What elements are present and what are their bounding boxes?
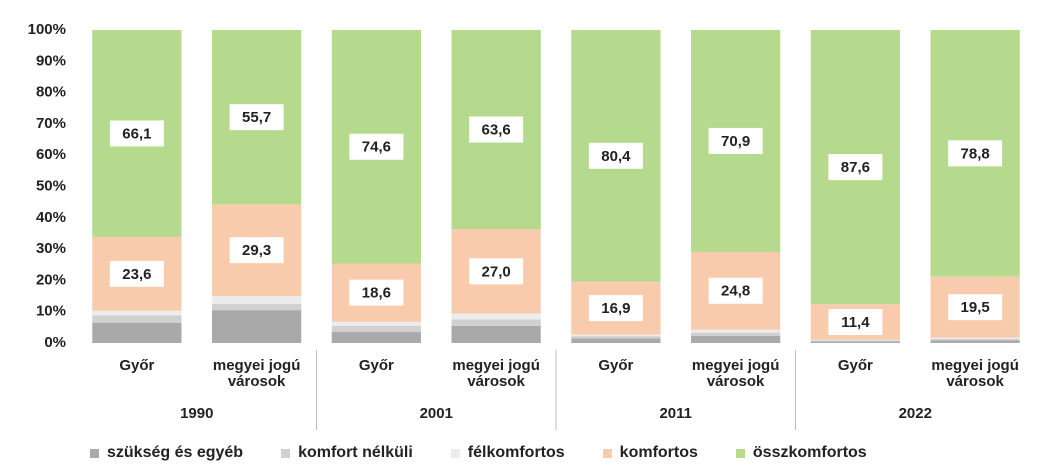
data-label: 78,8	[961, 145, 990, 162]
group-label: 1990	[180, 405, 214, 422]
data-label: 66,1	[122, 125, 151, 142]
legend-item: komfortos	[602, 444, 698, 462]
bar-segment	[930, 337, 1020, 339]
x-tick-label: Győr	[119, 357, 155, 374]
legend-swatch	[735, 448, 745, 458]
legend-item: összkomfortos	[735, 444, 867, 462]
data-label: 27,0	[482, 263, 511, 280]
bar-segment	[810, 341, 900, 343]
label-box	[349, 133, 404, 160]
label-box	[109, 120, 164, 147]
x-tick-label: Győr	[837, 357, 873, 374]
y-tick-label: 40%	[36, 209, 66, 226]
legend-swatch	[281, 448, 291, 458]
x-tick-label: megyei jogú városok	[691, 357, 780, 390]
legend-label: félkomfortos	[467, 444, 565, 461]
bar-segment	[571, 336, 661, 339]
label-box	[469, 116, 524, 143]
x-tick-label: Győr	[358, 357, 394, 374]
data-label: 24,8	[721, 283, 750, 300]
label-box	[229, 237, 284, 264]
legend-label: komfort nélküli	[298, 444, 413, 461]
plot: 0% 10% 20% 30% 40% 50% 60% 70% 80% 90% 100% 23,6 66,…	[28, 21, 1020, 430]
data-label: 70,9	[721, 133, 750, 150]
legend-label: szükség és egyéb	[107, 444, 244, 461]
bar-segment	[571, 338, 661, 343]
legend-item: komfort nélküli	[281, 444, 413, 462]
y-tick-label: 60%	[36, 146, 66, 163]
bar-segment	[810, 340, 900, 342]
bar-segment	[92, 315, 182, 323]
bar-segment	[92, 310, 182, 316]
data-label: 74,6	[362, 139, 391, 156]
bar-segment	[691, 335, 781, 343]
data-label: 80,4	[601, 148, 631, 165]
legend-label: komfortos	[619, 444, 698, 461]
bar-segment	[331, 321, 421, 326]
group-label: 2001	[419, 405, 453, 422]
bar-segment	[810, 339, 900, 341]
legend-swatch	[602, 448, 612, 458]
y-tick-label: 10%	[36, 303, 66, 320]
data-label: 55,7	[242, 109, 271, 126]
bar-segment	[930, 338, 1020, 341]
bar-segment	[691, 332, 781, 336]
y-tick-label: 0%	[44, 334, 66, 351]
label-box	[349, 279, 404, 306]
data-label: 87,6	[841, 159, 870, 176]
label-box	[588, 295, 643, 322]
label-box	[708, 127, 763, 154]
y-tick-label: 50%	[36, 177, 66, 194]
bar-segment	[451, 325, 541, 343]
bar-segment	[571, 334, 661, 337]
legend-swatch	[90, 448, 99, 458]
label-box	[828, 309, 883, 336]
bar-segment	[331, 332, 421, 343]
legend-item: szükség és egyéb	[90, 444, 243, 462]
legend-label: összkomfortos	[752, 444, 867, 461]
y-tick-label: 30%	[36, 240, 66, 257]
group-label: 2022	[898, 405, 932, 422]
legend-swatch	[450, 448, 460, 458]
data-label: 16,9	[601, 300, 630, 317]
y-tick-label: 100%	[28, 21, 66, 38]
bar-segment	[331, 325, 421, 333]
label-box	[708, 277, 763, 304]
bar-segment	[92, 322, 182, 343]
data-label: 18,6	[362, 285, 391, 302]
bar-segment	[451, 313, 541, 320]
data-label: 63,6	[482, 122, 511, 139]
data-label: 19,5	[961, 299, 990, 316]
y-tick-label: 70%	[36, 115, 66, 132]
y-tick-label: 80%	[36, 84, 66, 101]
data-label: 11,4	[841, 314, 870, 331]
x-tick-label: megyei jogú városok	[212, 357, 301, 390]
bar-segment	[451, 319, 541, 326]
data-label: 29,3	[242, 242, 271, 259]
bar-segment	[930, 340, 1020, 343]
bar-segment	[212, 310, 302, 343]
group-label: 2011	[659, 405, 693, 422]
legend-item: félkomfortos	[450, 444, 565, 462]
label-box	[828, 154, 883, 181]
label-box	[588, 142, 643, 169]
label-box	[948, 140, 1003, 167]
label-box	[469, 258, 524, 285]
y-tick-label: 90%	[36, 52, 66, 69]
bar-segment	[212, 296, 302, 304]
label-box	[229, 104, 284, 131]
label-box	[109, 260, 164, 287]
label-box	[948, 294, 1003, 321]
bar-segment	[212, 303, 302, 311]
x-tick-label: Győr	[598, 357, 634, 374]
x-tick-label: megyei jogú városok	[931, 357, 1019, 390]
data-label: 23,6	[122, 266, 151, 283]
legend: szükség és egyéb komfort nélküli félkomfor…	[90, 444, 990, 462]
bar-segment	[691, 329, 781, 333]
x-tick-label: megyei jogú városok	[452, 357, 540, 390]
y-tick-label: 20%	[36, 271, 66, 288]
